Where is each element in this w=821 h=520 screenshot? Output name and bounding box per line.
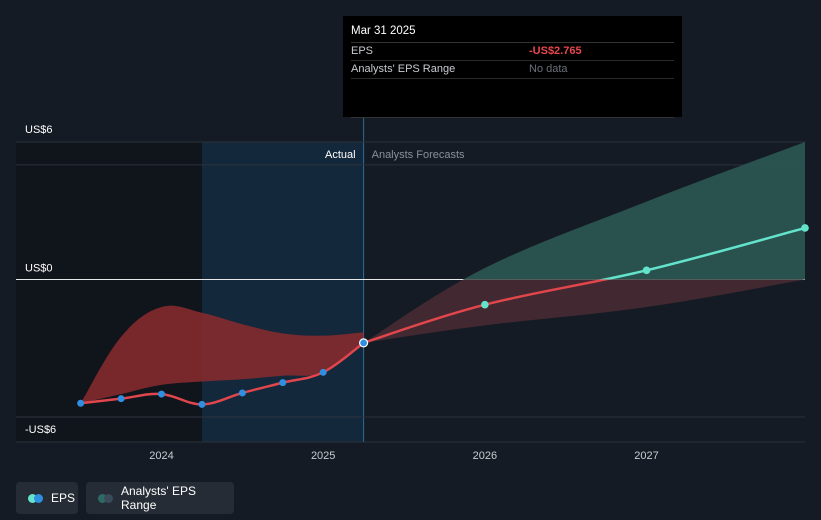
range-band-actual xyxy=(80,305,364,404)
eps-point-forecast xyxy=(642,266,651,275)
hover-tooltip: Mar 31 2025 EPS -US$2.765 Analysts' EPS … xyxy=(343,16,682,118)
eps-point-actual xyxy=(238,389,246,397)
y-tick-label: US$0 xyxy=(25,263,53,275)
eps-point-actual xyxy=(359,338,369,348)
legend-range[interactable]: Analysts' EPS Range xyxy=(86,482,234,514)
eps-point-actual xyxy=(279,379,287,387)
range-band-forecast-positive xyxy=(463,142,805,280)
tooltip-range-value: No data xyxy=(529,63,568,75)
eps-line-actual xyxy=(80,341,365,406)
x-tick-label: 2025 xyxy=(311,450,335,462)
x-tick-label: 2024 xyxy=(149,450,173,462)
x-tick-label: 2026 xyxy=(473,450,497,462)
eps-point-actual xyxy=(198,400,206,408)
tooltip-range-row: Analysts' EPS Range No data xyxy=(351,61,674,79)
eps-point-actual xyxy=(158,390,166,398)
forecast-region-label: Analysts Forecasts xyxy=(372,149,465,161)
eps-point-forecast xyxy=(481,300,489,309)
range-legend-icon xyxy=(98,493,113,503)
eps-point-actual xyxy=(117,395,125,403)
legend-eps[interactable]: EPS xyxy=(16,482,78,514)
highlight-band xyxy=(201,142,364,442)
y-tick-label: -US$6 xyxy=(25,424,56,436)
x-tick-label: 2027 xyxy=(634,450,658,462)
tooltip-eps-value: -US$2.765 xyxy=(529,45,582,57)
eps-line-forecast-negative xyxy=(363,279,612,345)
legend-range-label: Analysts' EPS Range xyxy=(121,484,196,512)
eps-line-forecast-positive xyxy=(598,226,805,280)
eps-point-actual xyxy=(319,368,327,376)
tooltip-date: Mar 31 2025 xyxy=(351,24,674,43)
eps-legend-icon xyxy=(28,493,43,503)
eps-point-actual xyxy=(77,399,85,407)
tooltip-eps-label: EPS xyxy=(351,45,374,57)
actual-region-label: Actual xyxy=(325,149,356,161)
y-tick-label: US$6 xyxy=(25,124,53,136)
eps-point-forecast xyxy=(801,224,809,232)
legend-eps-label: EPS xyxy=(51,491,76,505)
range-band-forecast-negative xyxy=(363,279,805,343)
tooltip-eps-row: EPS -US$2.765 xyxy=(351,43,674,61)
tooltip-spacer xyxy=(351,79,674,118)
tooltip-range-label: Analysts' EPS Range xyxy=(351,63,456,75)
